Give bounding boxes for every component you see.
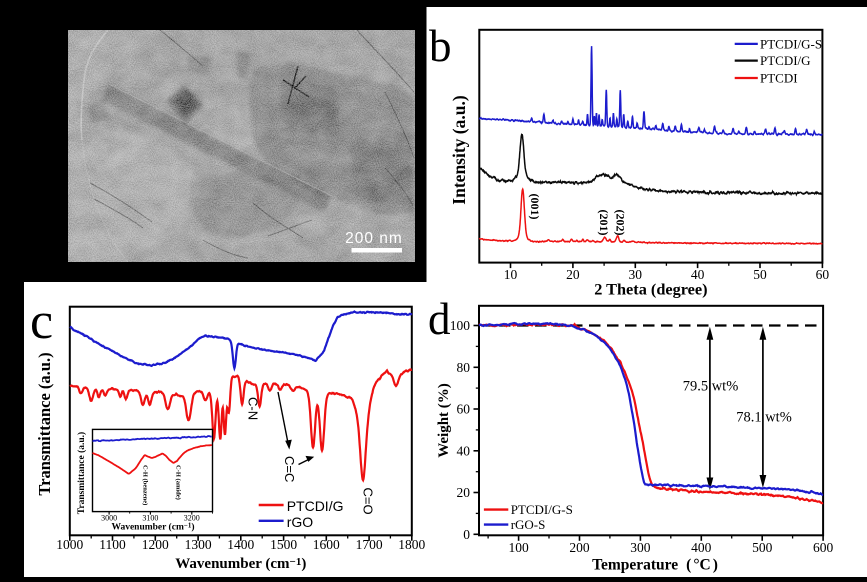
svg-text:0: 0: [463, 527, 470, 542]
svg-text:100: 100: [450, 318, 471, 333]
svg-text:50: 50: [753, 267, 767, 282]
svg-text:C=C: C=C: [282, 456, 297, 482]
svg-text:Wavenumber (cm−1): Wavenumber (cm−1): [111, 521, 194, 532]
svg-text:Temperature(°C): Temperature(°C): [592, 557, 718, 574]
svg-text:rGO: rGO: [287, 514, 314, 530]
svg-text:10: 10: [504, 267, 518, 282]
svg-text:C-N: C-N: [246, 397, 261, 420]
svg-text:b: b: [429, 21, 452, 71]
svg-text:3100: 3100: [142, 514, 158, 523]
svg-text:40: 40: [457, 443, 471, 458]
svg-text:(202): (202): [614, 210, 628, 236]
svg-text:Intensity (a.u.): Intensity (a.u.): [449, 95, 469, 205]
svg-text:1700: 1700: [356, 537, 383, 552]
svg-text:400: 400: [691, 540, 712, 555]
svg-text:1000: 1000: [56, 537, 83, 552]
svg-text:20: 20: [457, 485, 471, 500]
svg-text:1400: 1400: [227, 537, 254, 552]
svg-text:3000: 3000: [101, 514, 117, 523]
svg-text:(001): (001): [528, 194, 542, 220]
svg-text:2 Theta (degree): 2 Theta (degree): [594, 280, 707, 299]
svg-text:1600: 1600: [313, 537, 340, 552]
svg-text:79.5 wt%: 79.5 wt%: [683, 379, 739, 395]
svg-text:C-H (amide): C-H (amide): [175, 465, 182, 500]
svg-text:1200: 1200: [142, 537, 169, 552]
svg-text:PTCDI: PTCDI: [760, 71, 798, 86]
svg-text:300: 300: [630, 540, 651, 555]
svg-text:60: 60: [816, 267, 830, 282]
svg-text:(201): (201): [597, 210, 611, 236]
svg-text:80: 80: [457, 360, 471, 375]
svg-text:200 nm: 200 nm: [345, 230, 403, 247]
svg-text:100: 100: [508, 540, 529, 555]
svg-text:PTCDI/G-S: PTCDI/G-S: [760, 36, 822, 51]
svg-text:c: c: [30, 293, 53, 350]
svg-text:rGO-S: rGO-S: [511, 517, 546, 532]
svg-text:C=O: C=O: [361, 488, 376, 515]
svg-text:20: 20: [566, 267, 580, 282]
svg-text:d: d: [428, 294, 451, 344]
svg-text:78.1 wt%: 78.1 wt%: [736, 410, 792, 426]
svg-text:Wavenumber (cm−1): Wavenumber (cm−1): [175, 556, 306, 572]
svg-text:Weight (%): Weight (%): [436, 383, 452, 458]
svg-text:200: 200: [569, 540, 590, 555]
svg-text:1300: 1300: [185, 537, 212, 552]
svg-text:60: 60: [457, 402, 471, 417]
svg-text:C-H (benzene): C-H (benzene): [142, 465, 149, 505]
svg-text:PTCDI/G: PTCDI/G: [760, 53, 811, 68]
svg-text:Transmittance (a.u.): Transmittance (a.u.): [76, 432, 87, 514]
svg-text:600: 600: [813, 540, 834, 555]
svg-text:Transmittance (a.u.): Transmittance (a.u.): [35, 352, 54, 495]
svg-text:1500: 1500: [270, 537, 297, 552]
svg-text:1100: 1100: [99, 537, 126, 552]
svg-text:500: 500: [752, 540, 773, 555]
svg-text:PTCDI/G: PTCDI/G: [287, 498, 344, 514]
svg-text:PTCDI/G-S: PTCDI/G-S: [511, 502, 573, 517]
svg-text:1800: 1800: [398, 537, 425, 552]
